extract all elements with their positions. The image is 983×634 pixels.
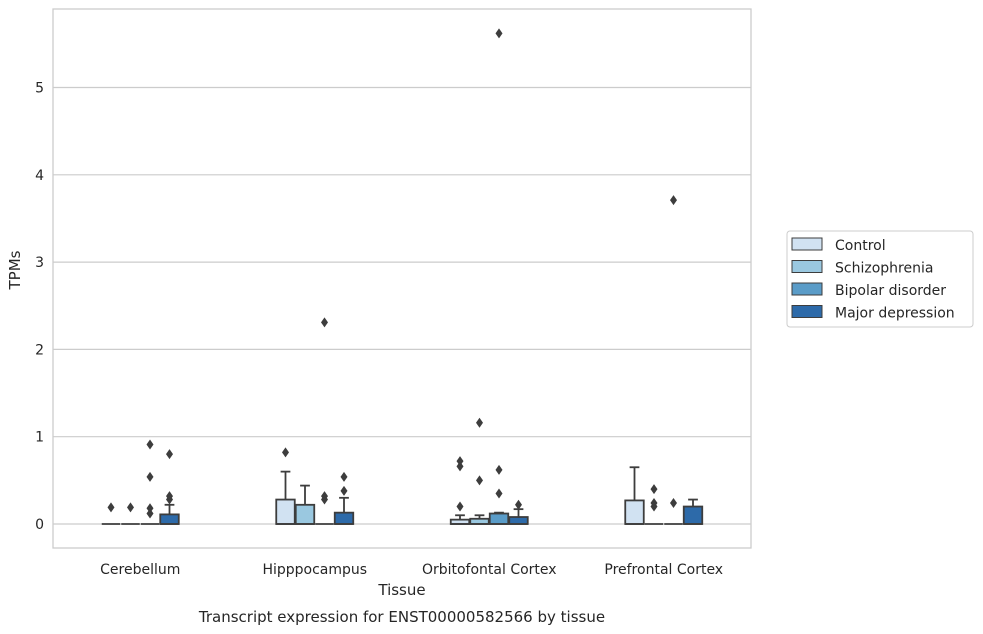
x-tick-label: Prefrontal Cortex bbox=[604, 562, 723, 578]
outlier-point bbox=[495, 488, 503, 499]
legend-label-2: Bipolar disorder bbox=[835, 283, 946, 299]
grid-lines bbox=[53, 86, 751, 525]
outlier-point bbox=[340, 471, 348, 482]
y-axis-ticks: 0 1 2 3 4 5 bbox=[35, 81, 44, 534]
box-2-0 bbox=[449, 456, 471, 525]
box-0-3 bbox=[159, 449, 180, 525]
legend-label-3: Major depression bbox=[835, 306, 955, 322]
box-body bbox=[333, 511, 355, 525]
y-tick-label-5: 5 bbox=[35, 81, 44, 97]
box-body bbox=[488, 512, 510, 525]
x-tick-label: Cerebellum bbox=[100, 562, 180, 578]
outlier-point bbox=[321, 317, 328, 328]
outlier-point bbox=[476, 417, 483, 428]
box-1-3 bbox=[333, 471, 355, 525]
outlier-point bbox=[650, 498, 658, 509]
legend-swatch-2 bbox=[791, 282, 823, 296]
outlier-point bbox=[340, 485, 348, 496]
y-tick-label-4: 4 bbox=[35, 168, 44, 184]
outlier-point bbox=[166, 449, 173, 460]
box-3-2 bbox=[664, 195, 683, 525]
outlier-point bbox=[107, 502, 115, 513]
x-axis-ticks: Cerebellum Hipppocampus Orbitofontal Corte… bbox=[100, 562, 723, 578]
y-tick-label-1: 1 bbox=[35, 430, 44, 446]
box-body bbox=[508, 516, 529, 525]
outlier-point bbox=[495, 464, 503, 475]
box-1-0 bbox=[275, 447, 296, 525]
outlier-point bbox=[282, 447, 289, 458]
y-tick-label-3: 3 bbox=[35, 255, 44, 271]
y-axis-label: TPMs bbox=[6, 250, 24, 290]
legend-frame bbox=[786, 230, 974, 328]
box-body bbox=[624, 499, 645, 525]
outlier-point bbox=[670, 195, 677, 206]
outlier-point bbox=[321, 491, 328, 502]
outlier-point bbox=[146, 503, 154, 514]
box-0-1 bbox=[121, 502, 140, 525]
outlier-point bbox=[166, 491, 173, 502]
outlier-point bbox=[456, 501, 464, 512]
legend-swatch-1 bbox=[791, 260, 823, 273]
outlier-point bbox=[670, 498, 677, 509]
box-3-0 bbox=[624, 466, 645, 525]
box-plot-area bbox=[101, 28, 704, 525]
outlier-point bbox=[515, 499, 522, 510]
y-tick-label-0: 0 bbox=[35, 517, 44, 533]
box-2-1 bbox=[469, 417, 490, 525]
y-tick-label-2: 2 bbox=[35, 342, 44, 358]
box-2-3 bbox=[508, 499, 529, 525]
outlier-point bbox=[146, 439, 154, 450]
outlier-point bbox=[146, 508, 154, 519]
outlier-point bbox=[650, 484, 658, 495]
legend-swatch-3 bbox=[791, 305, 823, 318]
box-0-0 bbox=[101, 502, 121, 525]
box-body bbox=[275, 498, 296, 525]
outlier-point bbox=[456, 456, 464, 467]
box-1-2 bbox=[315, 317, 334, 525]
x-axis-label: Tissue bbox=[377, 581, 425, 599]
box-body bbox=[294, 503, 316, 525]
box-body bbox=[682, 505, 704, 525]
outlier-point bbox=[127, 502, 134, 513]
outlier-point bbox=[146, 471, 154, 482]
box-2-2 bbox=[488, 28, 510, 525]
outlier-point bbox=[495, 28, 503, 39]
x-tick-label: Hipppocampus bbox=[262, 562, 367, 578]
legend-label-0: Control bbox=[835, 238, 886, 254]
box-0-2 bbox=[140, 439, 160, 525]
legend-swatch-0 bbox=[791, 237, 823, 251]
outlier-point bbox=[456, 461, 464, 472]
box-body bbox=[159, 513, 180, 525]
box-1-1 bbox=[294, 484, 316, 525]
x-tick-label: Orbitofontal Cortex bbox=[422, 562, 557, 578]
outlier-point bbox=[476, 475, 483, 486]
box-3-1 bbox=[644, 484, 664, 525]
legend: Control Schizophrenia Bipolar disorder Majo… bbox=[786, 230, 974, 328]
box-3-3 bbox=[682, 498, 704, 525]
legend-label-1: Schizophrenia bbox=[835, 261, 933, 277]
plot-frame bbox=[52, 8, 752, 549]
chart-caption: Transcript expression for ENST0000058256… bbox=[198, 608, 605, 626]
